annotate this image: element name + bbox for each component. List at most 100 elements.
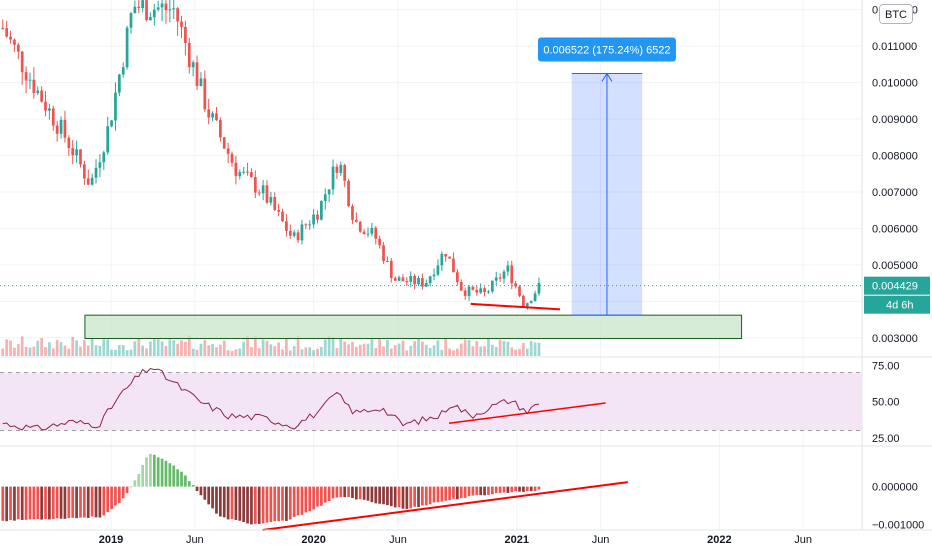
volume-bar (67, 348, 71, 356)
support-zone-rectangle[interactable] (84, 314, 743, 339)
volume-bar (199, 343, 203, 356)
time-tick-label: 2022 (707, 534, 731, 546)
volume-bar (133, 341, 137, 356)
oscillator-bar (424, 486, 428, 506)
candle-body (405, 281, 409, 283)
oscillator-bar (456, 486, 459, 500)
oscillator-bar (428, 486, 432, 505)
candle-body (133, 6, 137, 14)
time-axis[interactable]: 2019 Jun 2020 Jun 2021 Jun 2022 Jun (0, 529, 932, 546)
oscillator-bar (479, 486, 483, 496)
candle-body (94, 167, 98, 178)
measure-label-box[interactable] (537, 37, 676, 62)
oscillator-bar (86, 486, 90, 518)
oscillator-bar (164, 460, 168, 487)
oscillator-bar (354, 486, 358, 500)
volume-bar (226, 350, 230, 356)
candle-body (409, 275, 413, 282)
candle-body (312, 214, 315, 225)
rsi-trendline[interactable] (448, 402, 606, 424)
volume-bar (137, 338, 141, 356)
candle-body (525, 303, 529, 307)
oscillator-bar (452, 486, 455, 499)
volume-bar (471, 346, 475, 356)
candle-body (335, 166, 339, 173)
price-trendline[interactable] (470, 302, 561, 311)
oscillator-bar (417, 486, 420, 508)
price-axis[interactable]: 0.0120000.0110000.0100000.0090000.008000… (864, 5, 930, 532)
candle-body (13, 39, 16, 45)
candle-body (288, 230, 292, 236)
oscillator-bar (203, 486, 207, 500)
volume-bar (164, 345, 168, 356)
volume-bar (211, 344, 214, 356)
volume-bar (432, 345, 436, 356)
candle-body (494, 277, 498, 281)
oscillator-bar (312, 486, 315, 510)
candle-body (483, 288, 486, 293)
volume-bar (102, 339, 106, 356)
candle-body (327, 189, 331, 195)
volume-bar (316, 348, 319, 356)
oscillator-bar (145, 457, 148, 487)
oscillator-bar (533, 486, 537, 492)
oscillator-trendline[interactable] (262, 481, 628, 531)
last-price-badge[interactable] (864, 276, 930, 295)
candle-body (479, 288, 483, 293)
volume-bar (222, 340, 226, 356)
volume-bar (331, 337, 335, 356)
oscillator-bar (137, 474, 141, 487)
candle-body (114, 92, 117, 121)
candle-body (226, 148, 230, 154)
candle-body (502, 271, 506, 279)
candle-body (432, 274, 436, 277)
candle-body (506, 265, 510, 272)
volume-bar (117, 345, 121, 356)
oscillator-bar (525, 486, 529, 492)
candle-body (389, 260, 393, 279)
candle-body (137, 6, 141, 8)
oscillator-bar (277, 486, 280, 522)
candle-body (331, 166, 335, 190)
measure-tool-layer[interactable]: 0.006522 (175.24%) 6522 (537, 37, 676, 316)
oscillator-bar (331, 486, 335, 499)
oscillator-bar (358, 486, 362, 500)
candle-body (448, 256, 451, 259)
currency-label[interactable]: BTC (879, 4, 913, 24)
oscillator-bar (117, 486, 121, 504)
candle-body (71, 148, 75, 156)
oscillator-bar (436, 486, 440, 503)
time-tick-label: Jun (592, 534, 610, 546)
volume-bar (83, 339, 86, 356)
countdown-label: 4d 6h (886, 300, 914, 312)
oscillator-bar (316, 486, 319, 507)
volume-bar (525, 348, 529, 356)
oscillator-bar (421, 486, 424, 506)
countdown-badge[interactable] (864, 295, 930, 314)
oscillator-bar (518, 486, 521, 492)
price-tick-label: 0.009000 (872, 114, 918, 126)
candle-body (20, 51, 24, 73)
volume-bar (335, 348, 339, 356)
volume-bar (452, 350, 455, 356)
volume-bar (265, 340, 269, 356)
oscillator-bar (24, 486, 28, 520)
oscillator-bar (483, 486, 486, 496)
candle-body (498, 277, 502, 279)
candle-body (428, 276, 432, 284)
volume-bar (475, 341, 479, 356)
support-zone-layer[interactable] (84, 314, 743, 339)
volume-bar (494, 347, 498, 356)
oscillator-bar (405, 486, 409, 509)
oscillator-bar (498, 486, 502, 494)
candle-body (518, 286, 521, 296)
volume-bar (9, 340, 12, 356)
oscillator-bar (152, 454, 156, 487)
oscillator-bar (374, 486, 378, 504)
volume-bar (362, 343, 366, 356)
volume-bar (230, 350, 234, 356)
oscillator-bar (401, 486, 405, 509)
candle-body (358, 221, 362, 232)
